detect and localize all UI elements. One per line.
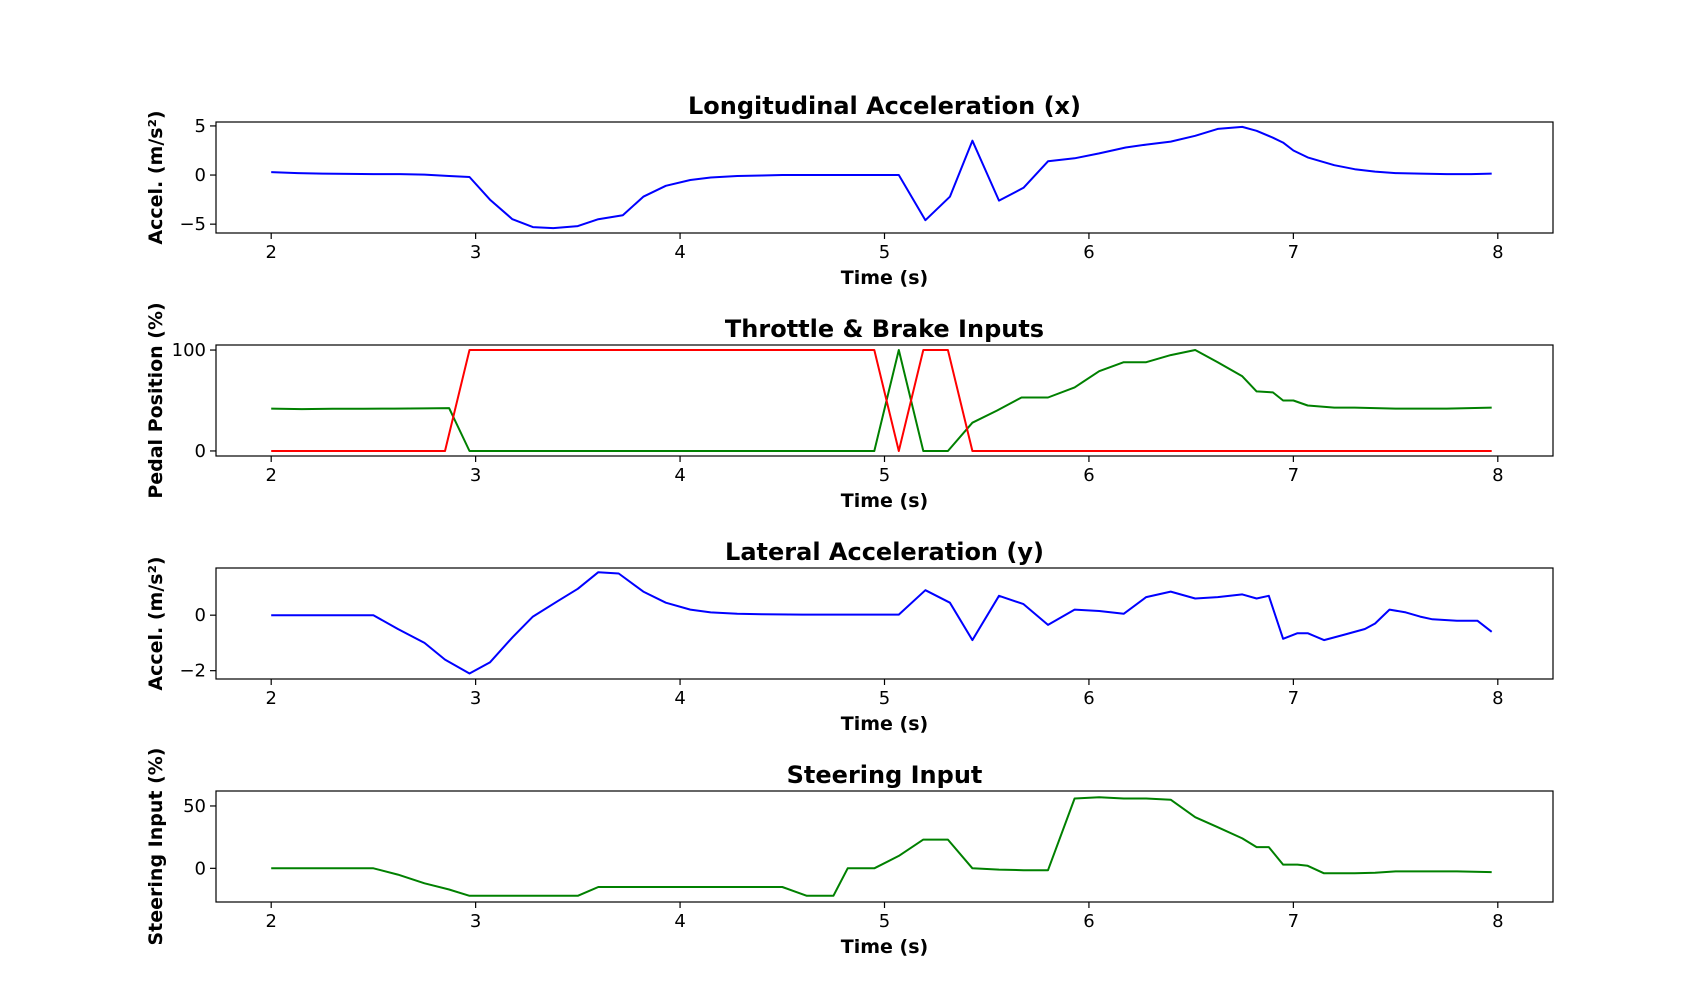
subplot-steering-input: Steering Input 2 3 4 5 6 7 8 0 50 Time (s) Steering… — [145, 748, 1554, 958]
x-tick-label: 5 — [879, 911, 890, 932]
series-line-1 — [271, 796, 1492, 897]
plot-frame — [215, 567, 1554, 680]
x-tick-label: 6 — [1083, 911, 1094, 932]
x-tick-label: 8 — [1492, 688, 1503, 709]
plot-frame — [215, 121, 1554, 234]
x-axis-label: Time (s) — [841, 490, 928, 512]
x-tick-label: 4 — [674, 688, 685, 709]
y-tick-label: −5 — [179, 214, 206, 235]
x-tick-label: 2 — [265, 465, 276, 486]
y-tick-label: 0 — [195, 441, 206, 462]
x-tick-label: 4 — [674, 465, 685, 486]
x-tick-label: 5 — [879, 465, 890, 486]
x-tick-label: 5 — [879, 688, 890, 709]
x-tick-label: 8 — [1492, 465, 1503, 486]
subplot-title: Longitudinal Acceleration (x) — [688, 92, 1081, 120]
y-tick-label: 5 — [195, 116, 206, 137]
x-tick-label: 8 — [1492, 911, 1503, 932]
x-axis-label: Time (s) — [841, 267, 928, 289]
series-line-1 — [271, 571, 1493, 675]
x-tick-label: 8 — [1492, 242, 1503, 263]
x-tick-label: 6 — [1083, 465, 1094, 486]
subplot-longitudinal-accel: Longitudinal Acceleration (x) 2 3 4 5 6 7 8 −5 0 5… — [145, 92, 1554, 289]
x-tick-label: 5 — [879, 242, 890, 263]
y-tick-label: 0 — [195, 605, 206, 626]
y-axis-label: Accel. (m/s²) — [145, 110, 167, 244]
y-tick-label: −2 — [179, 661, 206, 682]
y-tick-label: 50 — [183, 796, 206, 817]
x-tick-label: 3 — [470, 242, 481, 263]
x-tick-label: 6 — [1083, 688, 1094, 709]
subplot-lateral-accel: Lateral Acceleration (y) 2 3 4 5 6 7 8 −2 0 Time (… — [145, 538, 1554, 735]
subplot-title: Steering Input — [787, 761, 983, 789]
y-axis-label: Steering Input (%) — [145, 748, 167, 946]
x-tick-label: 7 — [1288, 465, 1299, 486]
subplot-pedal-inputs: Throttle & Brake Inputs 2 3 4 5 6 7 8 0 100 Time (… — [145, 302, 1554, 512]
y-tick-label: 0 — [195, 858, 206, 879]
x-tick-label: 4 — [674, 911, 685, 932]
x-tick-label: 6 — [1083, 242, 1094, 263]
x-axis-label: Time (s) — [841, 936, 928, 958]
x-tick-label: 3 — [470, 465, 481, 486]
y-axis-label: Pedal Position (%) — [145, 302, 167, 498]
series-line-1 — [271, 125, 1492, 230]
y-tick-label: 100 — [172, 340, 206, 361]
plot-frame — [215, 344, 1554, 457]
y-axis-label: Accel. (m/s²) — [145, 556, 167, 690]
subplot-title: Lateral Acceleration (y) — [725, 538, 1044, 566]
x-tick-label: 2 — [265, 242, 276, 263]
x-tick-label: 4 — [674, 242, 685, 263]
x-tick-label: 2 — [265, 688, 276, 709]
x-tick-label: 7 — [1288, 911, 1299, 932]
x-tick-label: 3 — [470, 688, 481, 709]
x-tick-label: 7 — [1288, 242, 1299, 263]
series-line-1 — [271, 349, 1492, 452]
subplot-title: Throttle & Brake Inputs — [725, 315, 1044, 343]
x-tick-label: 3 — [470, 911, 481, 932]
x-tick-label: 2 — [265, 911, 276, 932]
x-axis-label: Time (s) — [841, 713, 928, 735]
series-line-2 — [271, 349, 1492, 452]
plot-frame — [215, 790, 1554, 903]
x-tick-label: 7 — [1288, 688, 1299, 709]
y-tick-label: 0 — [195, 165, 206, 186]
